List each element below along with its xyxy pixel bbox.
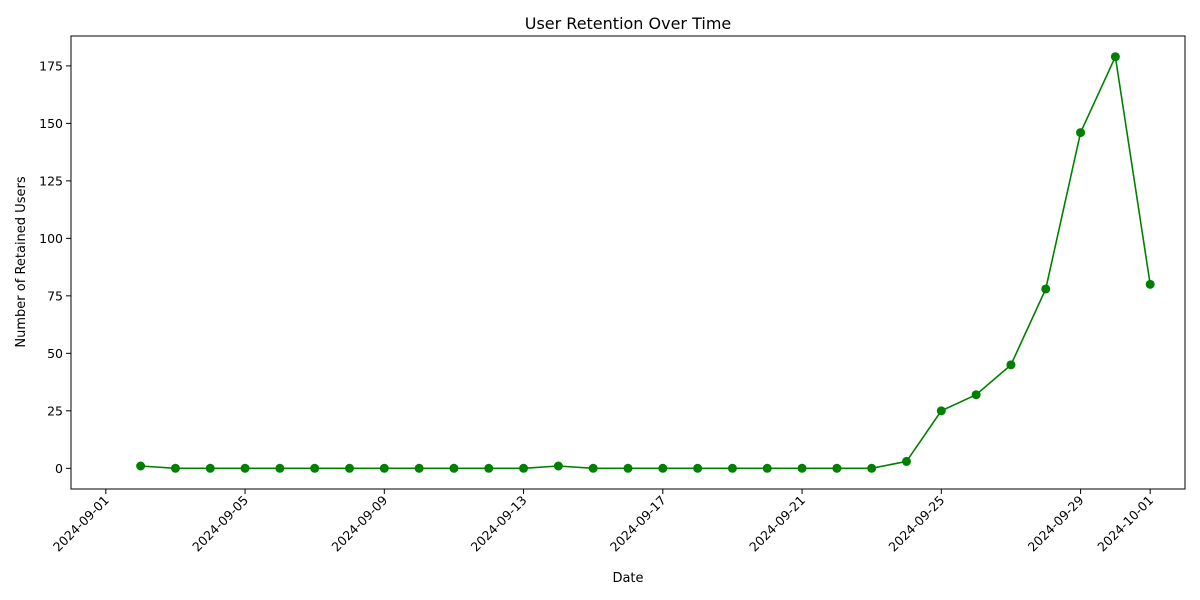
x-tick-label: 2024-09-29	[1025, 492, 1087, 554]
y-tick-label: 0	[55, 461, 63, 476]
x-tick-label: 2024-09-05	[189, 493, 251, 555]
data-point	[658, 463, 668, 473]
x-tick-label: 2024-09-25	[885, 493, 947, 555]
x-tick-label: 2024-09-09	[328, 492, 390, 554]
y-tick-label: 50	[47, 346, 63, 361]
x-tick-label: 2024-09-13	[468, 493, 530, 555]
series-line	[140, 53, 1151, 470]
y-tick-label: 150	[39, 116, 63, 131]
data-point	[623, 463, 633, 473]
plot-area	[136, 52, 1155, 473]
axes-frame	[70, 35, 1186, 490]
data-point	[310, 463, 320, 473]
data-point	[379, 463, 389, 473]
data-point	[240, 463, 250, 473]
data-point	[553, 461, 563, 471]
y-tick-label: 175	[39, 58, 63, 73]
y-tick-label: 100	[39, 231, 63, 246]
data-point	[727, 463, 737, 473]
y-axis-label: Number of Retained Users	[14, 176, 29, 347]
data-point	[414, 463, 424, 473]
y-tick-label: 125	[39, 173, 63, 188]
x-tick-label: 2024-09-01	[50, 493, 112, 555]
data-point	[1145, 279, 1155, 289]
data-point	[205, 463, 215, 473]
data-point	[484, 463, 494, 473]
data-point	[170, 463, 180, 473]
data-point	[519, 463, 529, 473]
data-point	[693, 463, 703, 473]
data-point	[832, 463, 842, 473]
data-point	[1041, 284, 1051, 294]
data-point	[275, 463, 285, 473]
data-point	[588, 463, 598, 473]
data-point	[1006, 360, 1016, 370]
x-axis-label: Date	[612, 571, 643, 586]
chart-title: User Retention Over Time	[525, 14, 732, 33]
data-point	[762, 463, 772, 473]
data-point	[1076, 128, 1086, 138]
data-point	[797, 463, 807, 473]
x-tick-label: 2024-10-01	[1094, 493, 1156, 555]
y-tick-label: 25	[47, 403, 63, 418]
data-point	[971, 390, 981, 400]
data-point	[449, 463, 459, 473]
x-tick-label: 2024-09-17	[607, 493, 669, 555]
data-point	[902, 456, 911, 466]
data-point	[136, 461, 146, 471]
data-point	[867, 463, 877, 473]
data-point	[936, 406, 946, 416]
data-point	[345, 463, 354, 473]
y-tick-label: 75	[47, 288, 63, 303]
x-tick-label: 2024-09-21	[746, 493, 808, 555]
data-point	[1110, 52, 1120, 62]
